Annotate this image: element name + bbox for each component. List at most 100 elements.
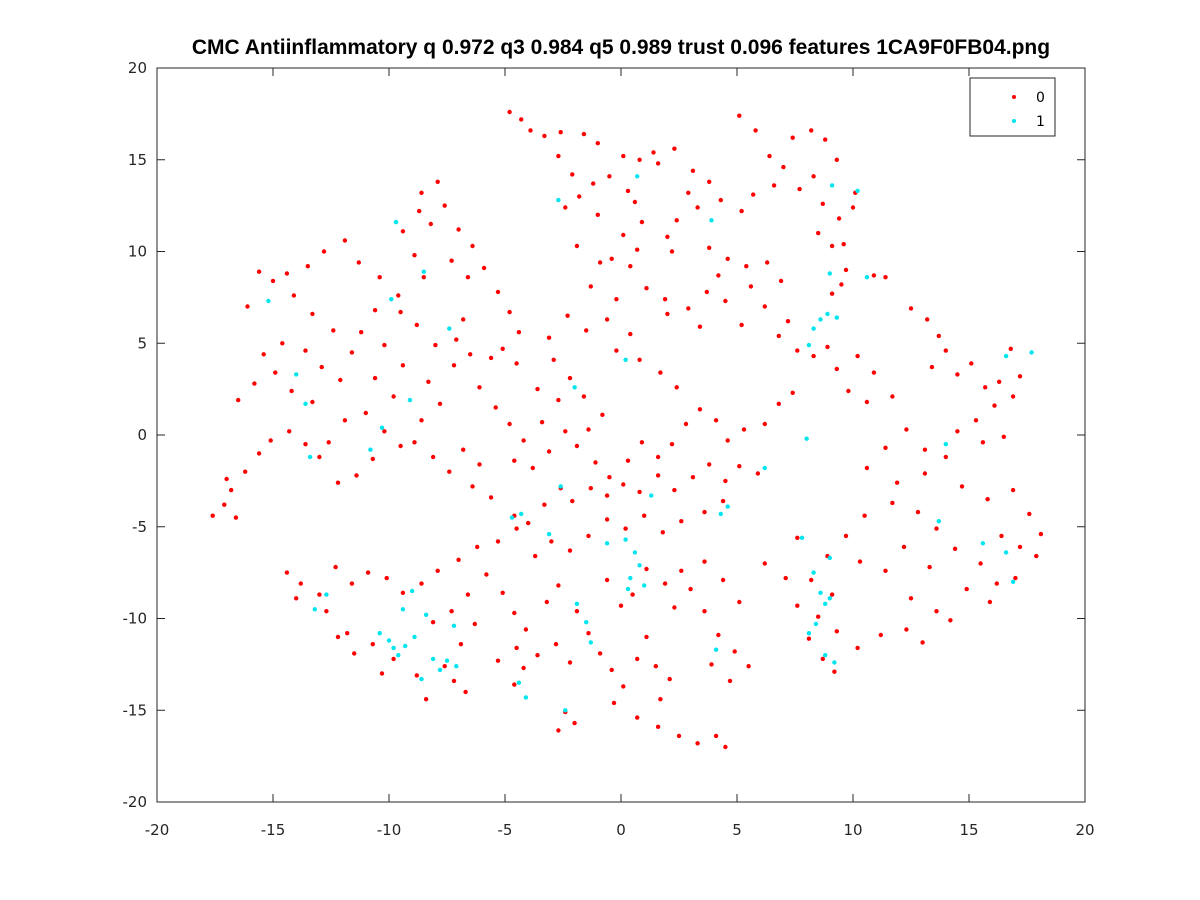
scatter-point-series-1	[563, 708, 568, 713]
scatter-point-series-1	[642, 583, 647, 588]
scatter-point-series-0	[841, 242, 846, 247]
scatter-point-series-0	[319, 364, 324, 370]
scatter-point-series-0	[273, 370, 278, 375]
scatter-point-series-0	[683, 421, 689, 427]
scatter-point-series-0	[662, 581, 668, 586]
scatter-point-series-0	[667, 676, 672, 682]
scatter-point-series-0	[997, 379, 1002, 384]
scatter-point-series-1	[625, 586, 631, 592]
scatter-point-series-0	[955, 429, 960, 434]
scatter-point-series-0	[584, 328, 589, 333]
scatter-point-series-0	[514, 526, 519, 531]
scatter-point-series-0	[588, 486, 593, 491]
scatter-point-series-0	[270, 278, 276, 284]
scatter-point-series-0	[546, 449, 552, 454]
scatter-point-series-1	[811, 570, 816, 575]
scatter-point-series-0	[843, 267, 849, 273]
scatter-point-series-0	[834, 629, 839, 634]
scatter-point-series-0	[233, 515, 239, 520]
scatter-point-series-1	[623, 537, 628, 542]
scatter-point-series-0	[929, 364, 935, 370]
scatter-point-series-0	[790, 135, 795, 140]
scatter-point-series-1	[444, 658, 450, 663]
scatter-point-series-0	[472, 621, 477, 627]
scatter-point-series-0	[737, 464, 742, 469]
scatter-point-series-1	[829, 183, 835, 188]
scatter-point-series-0	[994, 581, 999, 586]
scatter-point-series-0	[586, 533, 591, 539]
scatter-point-series-0	[655, 473, 661, 478]
scatter-point-series-1	[718, 511, 723, 517]
scatter-point-series-0	[739, 208, 744, 214]
scatter-point-series-0	[435, 179, 440, 184]
scatter-point-series-0	[338, 377, 343, 383]
scatter-point-series-0	[644, 286, 649, 291]
scatter-point-series-0	[725, 438, 730, 443]
scatter-point-series-0	[943, 348, 948, 353]
scatter-point-series-0	[811, 174, 816, 179]
scatter-point-series-1	[400, 607, 406, 612]
scatter-point-series-0	[475, 544, 480, 550]
scatter-point-series-0	[781, 164, 786, 170]
scatter-point-series-0	[419, 418, 424, 423]
scatter-point-series-0	[795, 535, 800, 540]
scatter-point-series-0	[549, 539, 554, 544]
scatter-point-series-0	[890, 500, 895, 506]
scatter-point-series-0	[623, 526, 628, 531]
scatter-point-series-0	[915, 509, 921, 515]
scatter-point-series-0	[686, 190, 691, 195]
scatter-point-series-0	[456, 227, 461, 232]
scatter-point-series-0	[423, 697, 429, 702]
scatter-point-series-0	[920, 640, 925, 645]
scatter-point-series-0	[222, 502, 227, 507]
scatter-point-series-0	[1010, 487, 1016, 493]
scatter-point-series-0	[396, 293, 401, 298]
scatter-point-series-1	[604, 541, 610, 546]
scatter-point-series-1	[266, 298, 271, 304]
scatter-point-series-0	[229, 487, 234, 493]
scatter-point-series-0	[672, 605, 677, 610]
scatter-point-series-0	[762, 561, 767, 566]
scatter-point-series-0	[447, 469, 452, 474]
scatter-point-series-0	[665, 234, 670, 239]
scatter-point-series-0	[829, 592, 835, 597]
scatter-point-series-0	[883, 445, 888, 450]
scatter-point-series-0	[294, 596, 299, 601]
scatter-point-series-1	[509, 515, 515, 520]
scatter-point-series-0	[973, 418, 979, 423]
scatter-point-series-0	[797, 186, 802, 192]
scatter-point-series-1	[407, 397, 413, 403]
scatter-point-series-0	[597, 651, 603, 656]
scatter-point-series-0	[834, 366, 839, 372]
scatter-point-series-1	[421, 269, 426, 274]
y-tick-label: 15	[128, 151, 147, 169]
scatter-point-series-0	[551, 357, 556, 362]
scatter-point-series-0	[1001, 434, 1006, 439]
scatter-point-series-0	[901, 544, 907, 550]
scatter-point-series-0	[442, 203, 447, 208]
scatter-point-series-0	[618, 603, 624, 608]
points-layer	[210, 109, 1044, 750]
scatter-point-series-0	[983, 385, 988, 390]
scatter-point-series-0	[707, 179, 712, 184]
scatter-point-series-0	[864, 465, 870, 471]
scatter-point-series-0	[210, 513, 215, 518]
scatter-point-series-0	[597, 260, 603, 265]
scatter-point-series-0	[739, 322, 744, 328]
scatter-point-series-0	[765, 260, 770, 265]
scatter-point-series-0	[533, 553, 538, 559]
scatter-point-series-0	[398, 443, 403, 449]
scatter-point-series-0	[690, 475, 696, 480]
scatter-point-series-0	[922, 447, 928, 452]
scatter-point-series-0	[635, 247, 640, 252]
scatter-point-series-0	[400, 229, 406, 234]
scatter-point-series-0	[836, 216, 842, 221]
scatter-point-series-0	[556, 583, 561, 588]
scatter-point-series-0	[850, 205, 856, 210]
scatter-point-series-0	[716, 632, 721, 638]
scatter-point-series-0	[987, 599, 993, 605]
scatter-point-series-0	[669, 249, 675, 254]
scatter-point-series-0	[762, 304, 767, 309]
scatter-point-series-0	[927, 564, 932, 570]
scatter-point-series-0	[611, 700, 617, 706]
